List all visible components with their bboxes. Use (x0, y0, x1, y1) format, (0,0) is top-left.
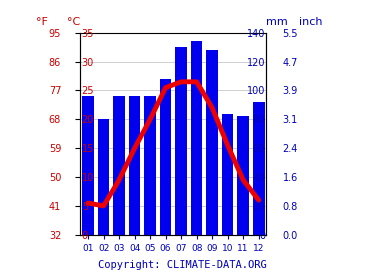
Bar (160, 79, 172, 235)
Bar (253, 102, 265, 235)
Bar (82, 96, 94, 235)
Bar (144, 96, 156, 235)
Bar (129, 96, 141, 235)
Bar (98, 119, 110, 235)
Bar (206, 50, 218, 235)
Text: inch: inch (299, 17, 323, 27)
Bar (191, 41, 203, 235)
Text: °C: °C (67, 17, 80, 27)
Text: °F: °F (35, 17, 47, 27)
Bar (222, 114, 234, 235)
Bar (113, 96, 125, 235)
Bar (237, 117, 249, 235)
Text: Copyright: CLIMATE-DATA.ORG: Copyright: CLIMATE-DATA.ORG (98, 260, 267, 270)
Bar (175, 47, 187, 235)
Text: mm: mm (266, 17, 288, 27)
